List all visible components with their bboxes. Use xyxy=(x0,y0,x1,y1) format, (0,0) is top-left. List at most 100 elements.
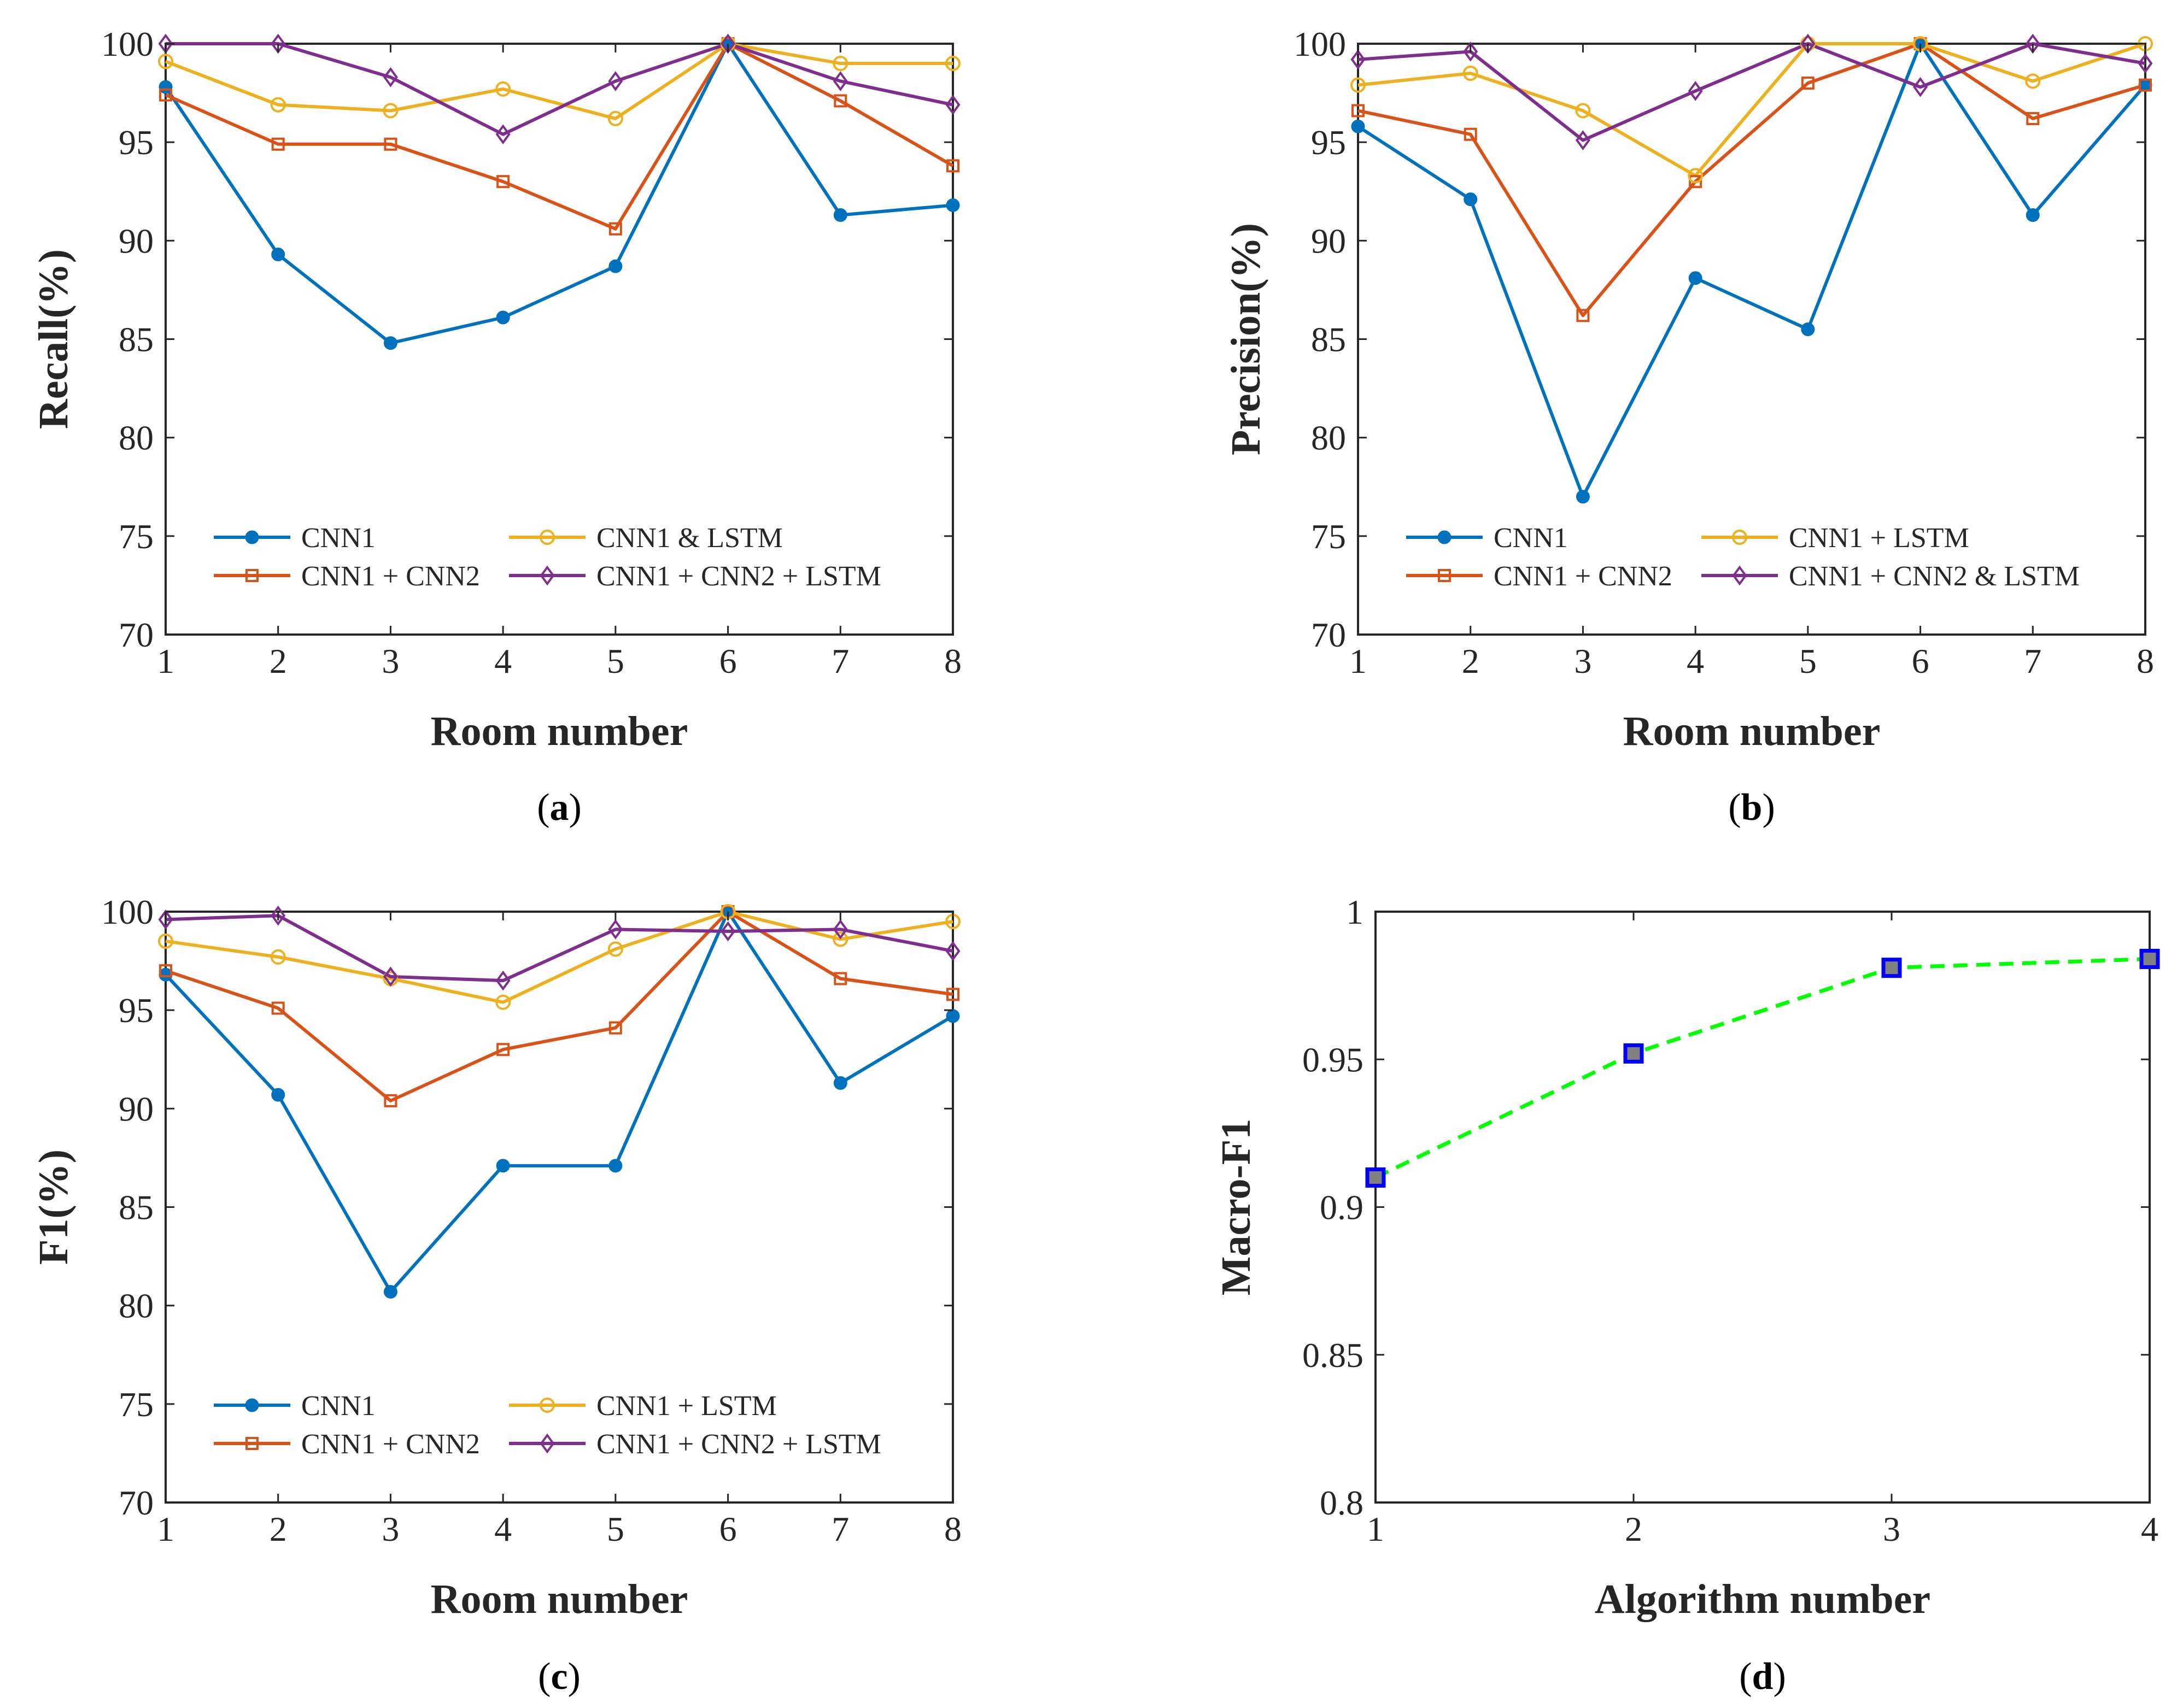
x-tick-label: 3 xyxy=(1574,642,1591,680)
legend: CNN1 CNN1 + CNN2 CNN1 & LSTM CNN1 + CNN2 + … xyxy=(214,523,881,592)
caption-b: (b) xyxy=(1728,786,1775,829)
data-point xyxy=(270,949,286,965)
x-tick-label: 2 xyxy=(270,1510,287,1548)
plot-area xyxy=(1374,911,2151,1504)
y-axis-title: F1(%) xyxy=(31,1149,77,1265)
y-axis-title: Recall(%) xyxy=(31,249,77,429)
series-line-4 xyxy=(165,914,953,983)
series-line-4 xyxy=(1357,42,2146,142)
x-tick-label: 4 xyxy=(494,642,512,680)
x-tick-label: 7 xyxy=(832,1510,849,1548)
data-point xyxy=(608,259,623,273)
panel-b-precision-chart: 1 2 3 4 5 6 7 8 70 75 80 85 90 95 100 Room number Prec… xyxy=(1223,25,2154,754)
y-tick-label: 90 xyxy=(119,1089,154,1128)
series-line-4 xyxy=(166,42,953,136)
y-tick-label: 80 xyxy=(1311,419,1346,457)
data-point xyxy=(1365,1167,1386,1188)
x-tick-label: 1 xyxy=(157,642,174,680)
caption-d: (d) xyxy=(1739,1656,1786,1698)
data-point xyxy=(159,964,172,978)
legend-entry-label: CNN1 xyxy=(301,523,376,554)
y-tick-label: 95 xyxy=(119,123,154,162)
panel-c-f1-chart: 1 2 3 4 5 6 7 8 70 75 80 85 90 95 100 Room number F1(%… xyxy=(31,893,962,1622)
x-tick-label: 8 xyxy=(2137,642,2154,680)
data-point xyxy=(608,919,623,940)
data-point xyxy=(496,1043,510,1057)
data-point xyxy=(383,103,399,119)
x-tick-label: 6 xyxy=(719,642,737,680)
data-point xyxy=(2139,948,2160,969)
x-axis-title: Algorithm number xyxy=(1595,1576,1930,1622)
data-point xyxy=(1463,42,1478,62)
data-point xyxy=(1576,490,1590,504)
x-tick-label: 4 xyxy=(2141,1510,2158,1548)
data-point xyxy=(1350,49,1366,70)
data-point xyxy=(496,175,510,189)
data-point xyxy=(1689,175,1702,189)
data-point xyxy=(1576,309,1590,322)
data-point xyxy=(833,71,848,91)
data-point xyxy=(271,248,285,262)
y-tick-label: 1 xyxy=(1346,893,1363,931)
series-line-3 xyxy=(1357,42,2146,178)
legend: CNN1 CNN1 + CNN2 CNN1 + LSTM CNN1 + CNN2 & … xyxy=(1406,523,2080,592)
data-point xyxy=(1464,192,1478,207)
y-tick-label: 0.8 xyxy=(1320,1483,1363,1522)
data-point xyxy=(495,124,511,145)
data-point xyxy=(271,137,285,151)
data-point xyxy=(1462,66,1478,81)
data-point xyxy=(946,198,960,212)
x-tick-label: 1 xyxy=(1367,1510,1384,1548)
data-point xyxy=(495,81,511,97)
data-point xyxy=(495,970,511,991)
data-point xyxy=(833,931,848,947)
legend-marker-sample xyxy=(1732,530,1747,545)
data-point xyxy=(496,1159,510,1173)
series-lines xyxy=(1357,42,2147,498)
series-line-3 xyxy=(165,42,953,120)
data-point xyxy=(383,67,398,87)
series-line-1 xyxy=(164,42,953,345)
y-tick-label: 75 xyxy=(1311,517,1346,556)
x-tick-label: 3 xyxy=(382,642,399,680)
y-tick-label: 70 xyxy=(119,615,154,654)
legend-marker-sample xyxy=(245,569,259,582)
legend-entry-label: CNN1 + CNN2 xyxy=(301,561,480,592)
data-point xyxy=(1623,1043,1644,1064)
y-tick-label: 85 xyxy=(119,1188,154,1227)
data-point xyxy=(2138,78,2152,92)
y-tick-label: 90 xyxy=(1311,221,1346,260)
series-line-2 xyxy=(165,910,953,1102)
data-point xyxy=(834,94,847,108)
data-point xyxy=(608,1021,622,1035)
caption-a: (a) xyxy=(537,786,582,829)
x-tick-label: 2 xyxy=(270,642,287,680)
legend-marker-sample xyxy=(245,1437,259,1450)
x-tick-label: 4 xyxy=(494,1510,512,1548)
series-line-2 xyxy=(165,42,954,231)
legend: CNN1 CNN1 + CNN2 CNN1 + LSTM CNN1 + CNN2 + … xyxy=(214,1390,881,1460)
data-point xyxy=(2026,111,2040,125)
data-point xyxy=(1801,322,1815,336)
x-tick-label: 3 xyxy=(1883,1510,1900,1548)
data-point xyxy=(1913,77,1928,97)
y-axis-title: Precision(%) xyxy=(1223,223,1269,455)
panel-a-recall-chart: 1 2 3 4 5 6 7 8 70 75 80 85 90 95 100 Room number Reca… xyxy=(31,25,962,754)
data-point xyxy=(946,159,959,173)
data-point xyxy=(1575,103,1591,119)
legend-entry-label: CNN1 + CNN2 & LSTM xyxy=(1789,561,2080,592)
data-point xyxy=(833,1076,847,1090)
legend-marker-sample xyxy=(1732,565,1747,586)
data-point xyxy=(1464,127,1477,141)
y-tick-label: 100 xyxy=(101,893,154,931)
data-point xyxy=(721,921,736,942)
plot-area xyxy=(165,911,954,1504)
axis-ticks: 1 2 3 4 5 6 7 8 70 75 80 85 90 95 100 xyxy=(101,893,962,1548)
data-point xyxy=(1350,77,1366,93)
series-lines xyxy=(164,42,954,345)
y-tick-label: 100 xyxy=(101,25,154,63)
legend-entry-label: CNN1 + CNN2 xyxy=(1494,561,1672,592)
series-line-3 xyxy=(165,910,953,1004)
axis-ticks: 1 2 3 4 5 6 7 8 70 75 80 85 90 95 100 xyxy=(101,25,962,680)
x-tick-label: 7 xyxy=(832,642,849,680)
